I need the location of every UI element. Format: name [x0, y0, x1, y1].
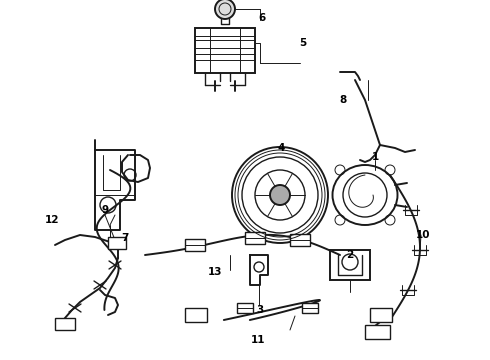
Text: 11: 11	[251, 335, 265, 345]
Bar	[185, 308, 207, 322]
Text: 13: 13	[208, 267, 222, 277]
Bar	[55, 318, 75, 330]
Bar	[365, 325, 390, 339]
Text: 5: 5	[299, 38, 307, 48]
Bar	[302, 303, 318, 313]
Bar	[185, 239, 205, 251]
Text: 7: 7	[122, 233, 129, 243]
Bar	[370, 308, 392, 322]
Bar	[237, 303, 253, 313]
Text: 3: 3	[256, 305, 264, 315]
Text: 8: 8	[340, 95, 346, 105]
Text: 9: 9	[101, 205, 109, 215]
Text: 1: 1	[371, 152, 379, 162]
Text: 4: 4	[277, 143, 285, 153]
Text: 6: 6	[258, 13, 266, 23]
Text: 12: 12	[45, 215, 59, 225]
Circle shape	[270, 185, 290, 205]
Bar	[330, 250, 370, 280]
Bar	[195, 28, 255, 73]
Circle shape	[215, 0, 235, 19]
Bar	[108, 237, 126, 249]
Circle shape	[232, 147, 328, 243]
Bar	[290, 234, 310, 246]
Text: 2: 2	[346, 250, 354, 260]
Text: 10: 10	[416, 230, 430, 240]
Bar	[245, 232, 265, 244]
Ellipse shape	[333, 165, 397, 225]
